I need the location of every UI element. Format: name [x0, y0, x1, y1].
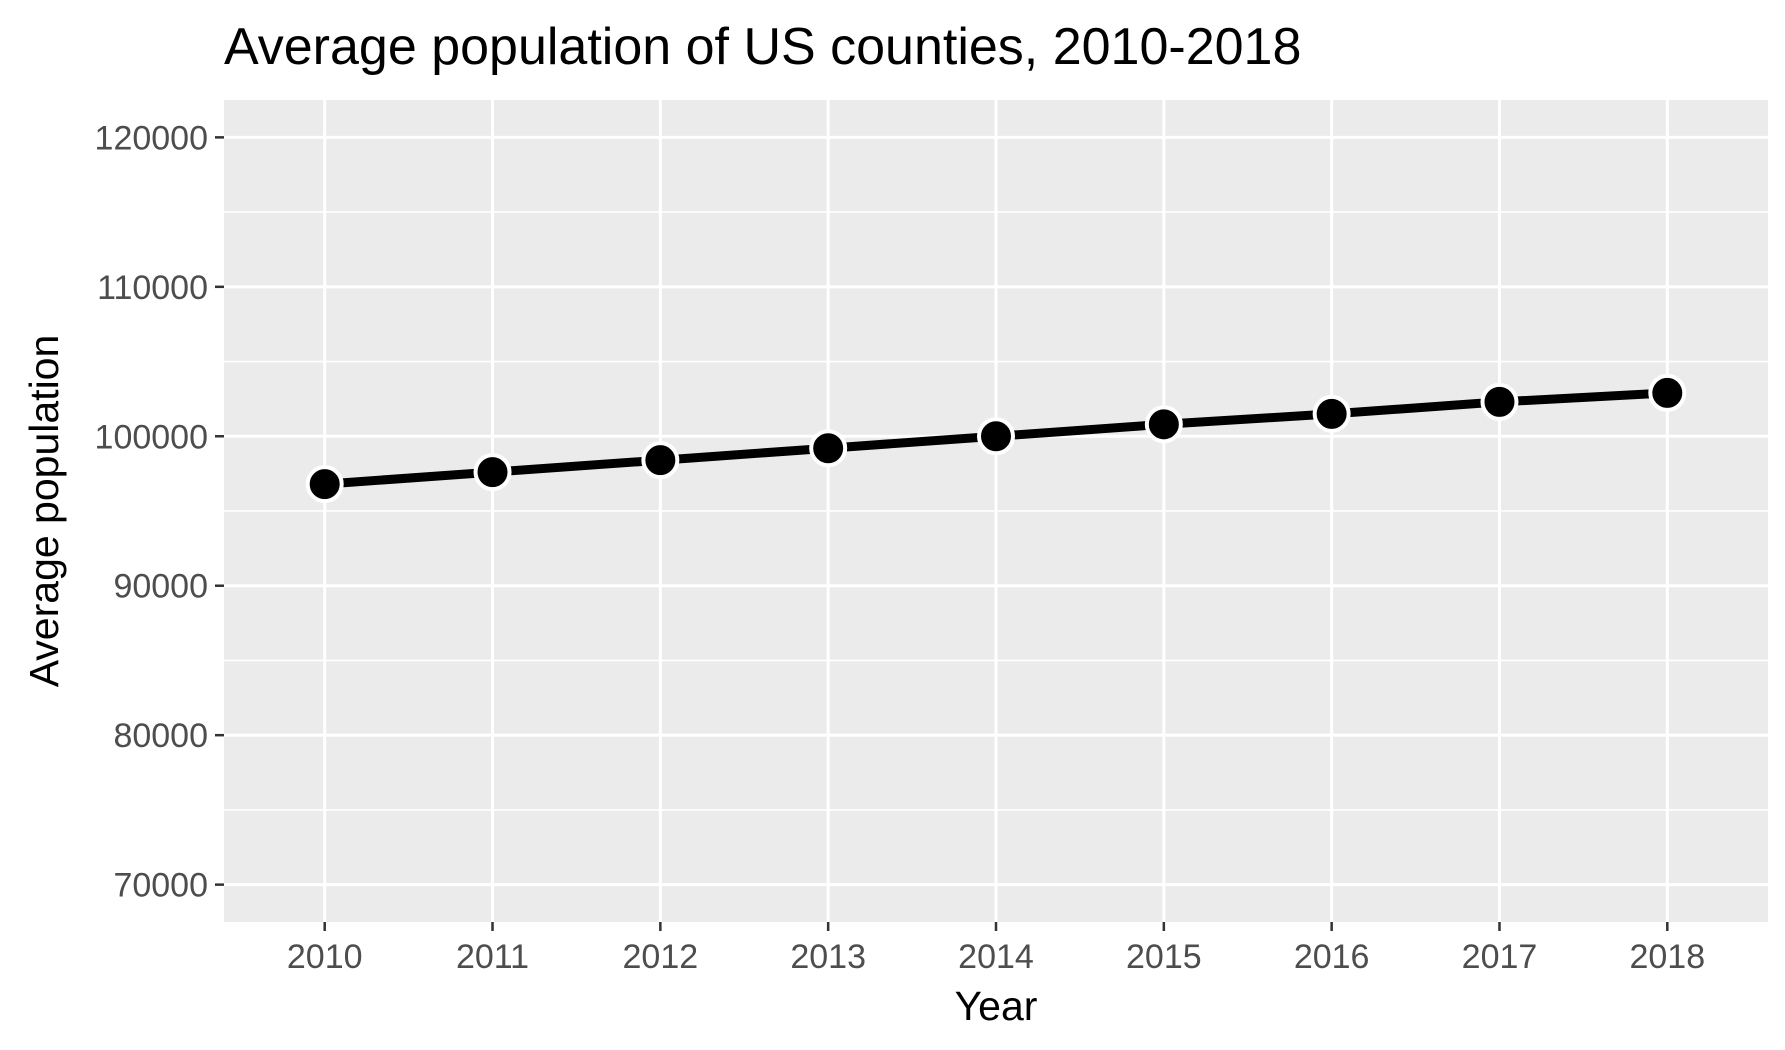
- data-point-2017: [1480, 382, 1519, 421]
- data-point-2011: [473, 453, 512, 492]
- data-point-2010: [305, 465, 344, 504]
- y-tick-label: 90000: [113, 568, 208, 606]
- major-gridlines: [224, 100, 1768, 922]
- x-tick-label: 2012: [623, 938, 699, 976]
- x-tick-label: 2015: [1126, 938, 1202, 976]
- series-average-population: [305, 373, 1687, 504]
- y-tick-label: 100000: [95, 418, 208, 456]
- data-point-2014: [977, 417, 1015, 456]
- x-tick-label: 2013: [790, 938, 866, 976]
- y-axis: 70000 80000 90000 100000 110000 120000: [95, 119, 224, 905]
- data-point-2013: [809, 429, 848, 468]
- x-tick-label: 2018: [1629, 938, 1705, 976]
- y-axis-title: Average population: [21, 335, 67, 688]
- data-point-2018: [1648, 373, 1687, 412]
- x-tick-label: 2010: [287, 938, 363, 976]
- x-tick-label: 2017: [1462, 938, 1538, 976]
- y-tick-label: 80000: [113, 717, 208, 755]
- data-point-2016: [1312, 394, 1351, 433]
- x-tick-label: 2014: [958, 938, 1034, 976]
- chart-title: Average population of US counties, 2010-…: [224, 18, 1301, 76]
- x-axis: 2010 2011 2012 2013 2014 2015 2016 2017 2018: [287, 922, 1705, 976]
- x-tick-label: 2011: [456, 938, 529, 976]
- x-tick-label: 2016: [1294, 938, 1370, 976]
- y-tick-label: 70000: [113, 867, 208, 905]
- x-axis-title: Year: [955, 983, 1038, 1029]
- data-point-2015: [1144, 405, 1183, 444]
- y-tick-label: 120000: [95, 119, 208, 157]
- data-point-2012: [641, 441, 680, 480]
- y-tick-label: 110000: [97, 269, 208, 307]
